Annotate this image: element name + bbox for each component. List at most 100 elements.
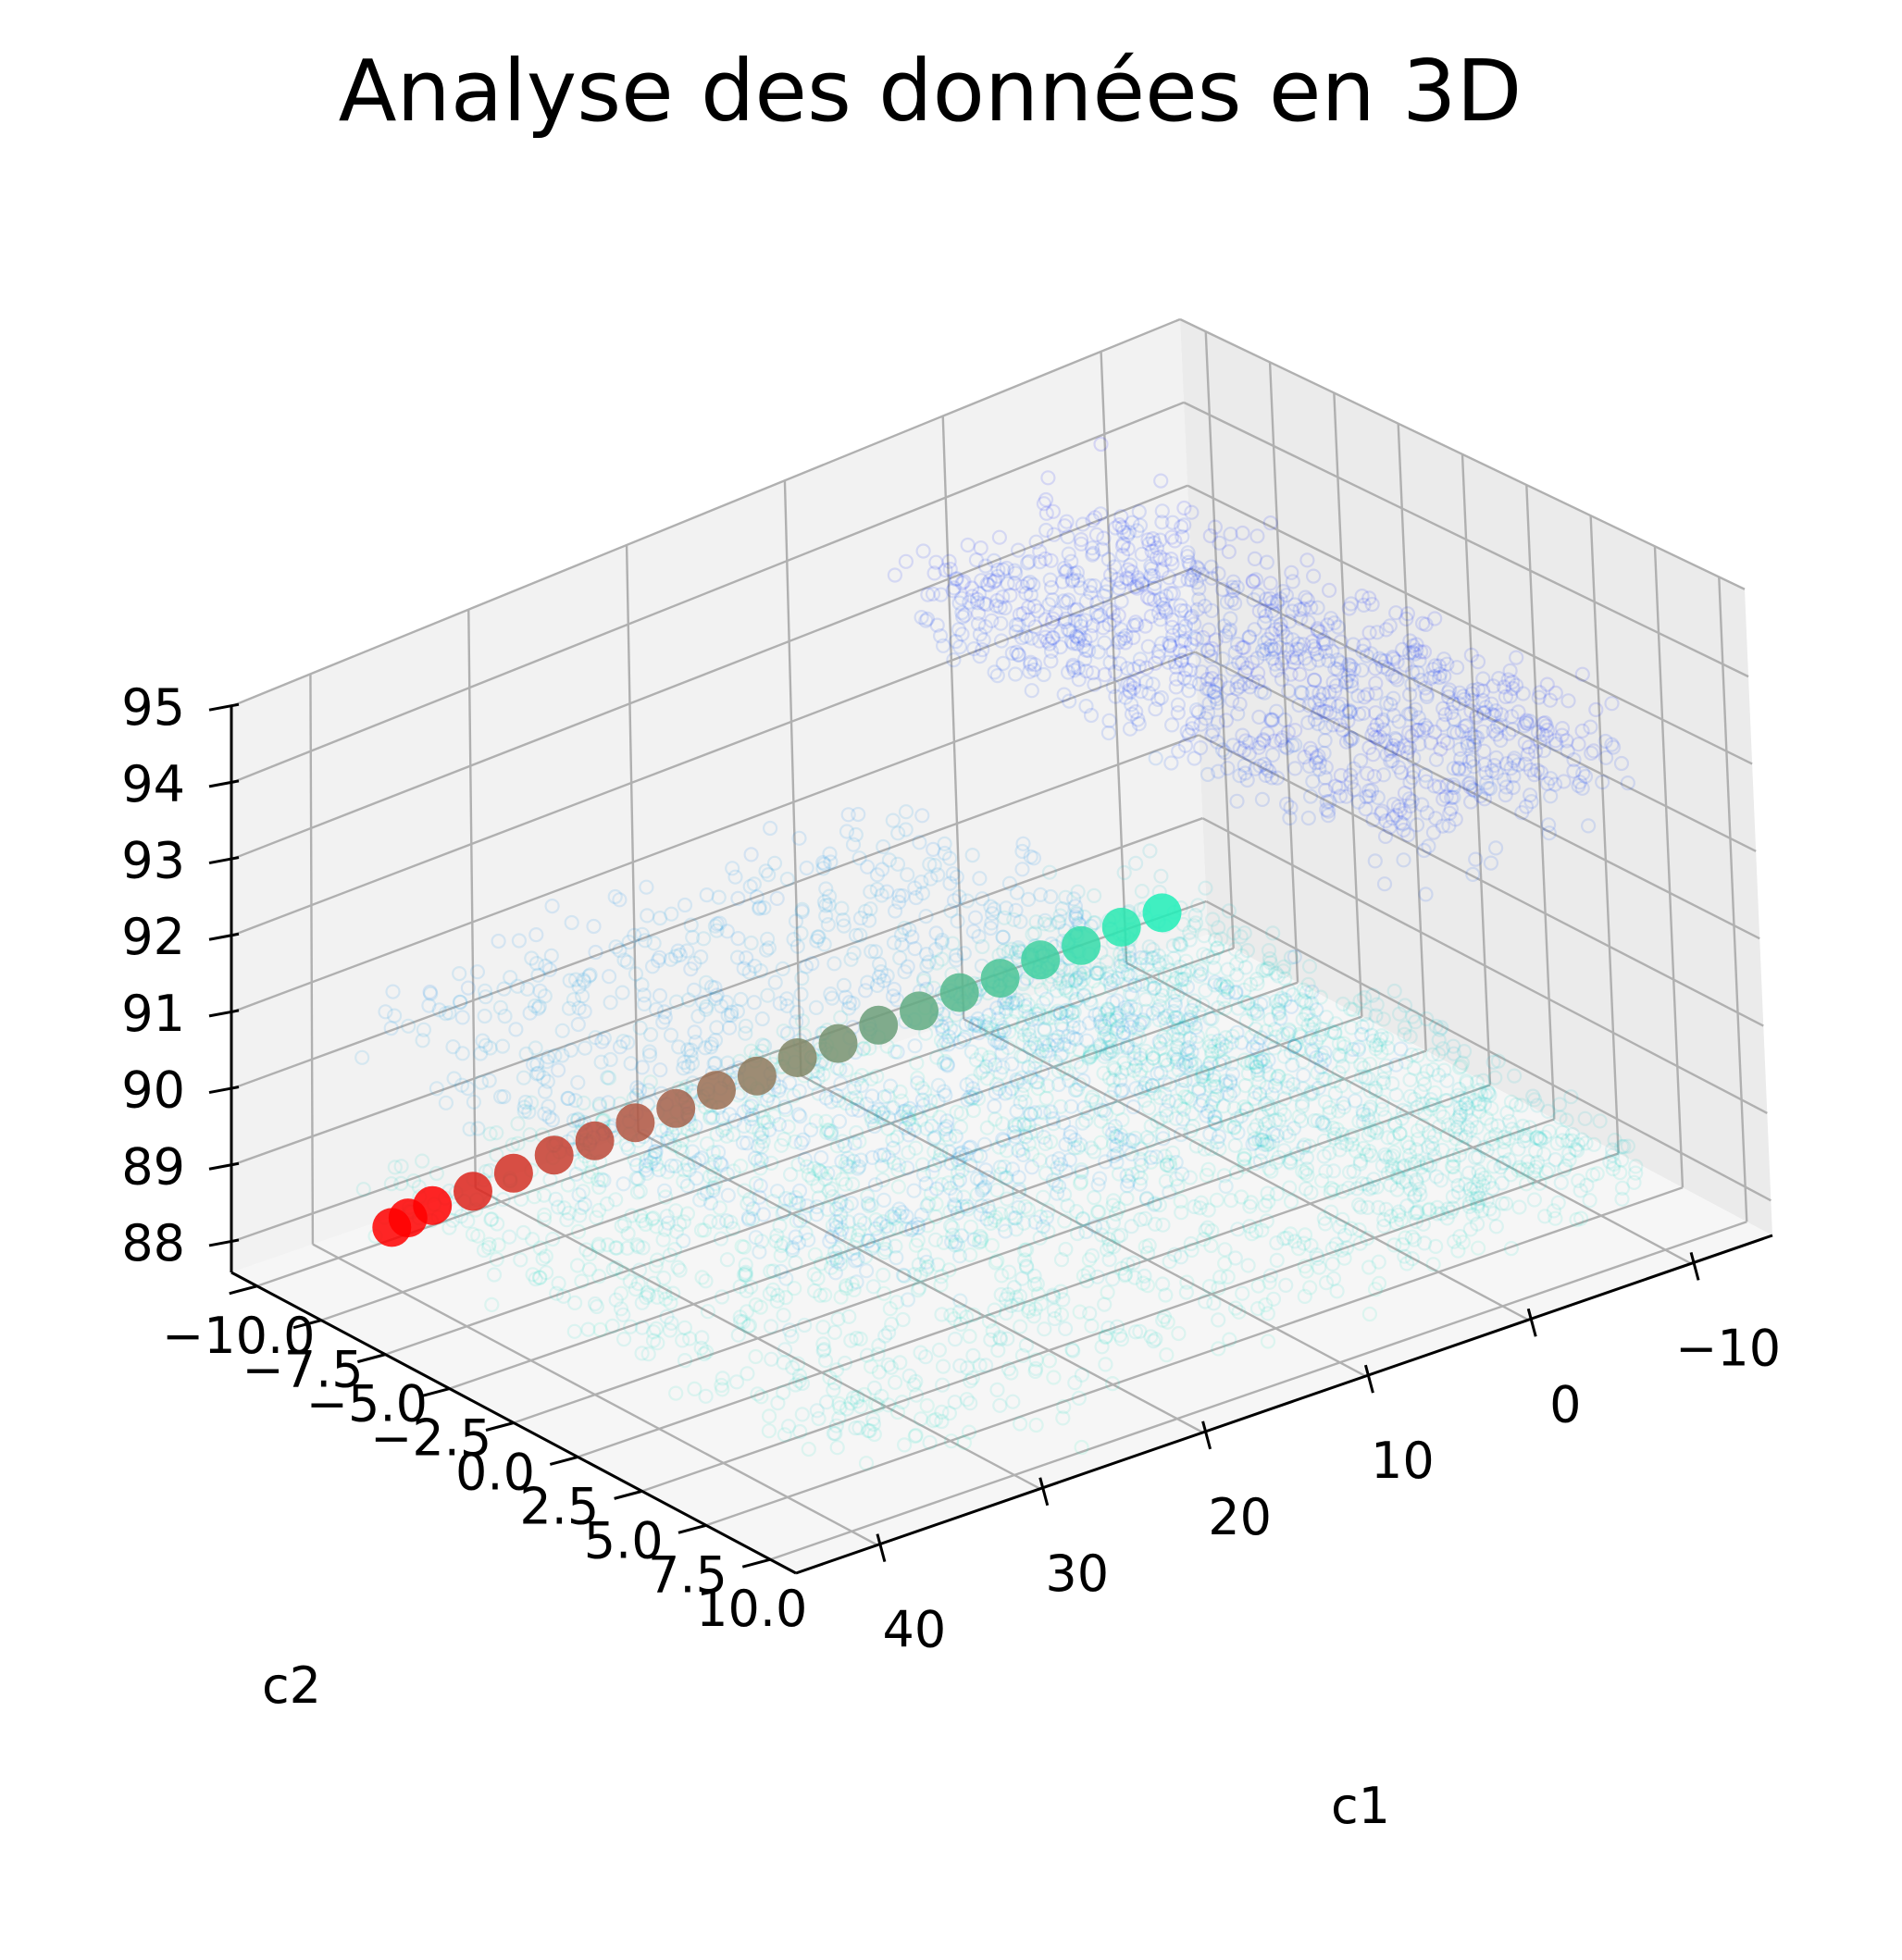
gridline-z-side-1: [1201, 817, 1768, 1114]
scatter-point-1260: [761, 940, 777, 956]
scatter-point-3301: [964, 1370, 980, 1386]
scatter-point-1685: [1155, 1131, 1171, 1147]
scatter-point-1159: [808, 999, 825, 1016]
scatter-point-2074: [1114, 1082, 1130, 1098]
y-axis-label: c2: [262, 1656, 321, 1715]
scatter-point-1371: [612, 892, 628, 908]
scatter-point-584: [1200, 671, 1215, 688]
scatter-point-1522: [727, 1112, 743, 1128]
scatter-point-467: [1177, 644, 1193, 661]
scatter-point-3584: [865, 1279, 881, 1295]
gridline-z-side-0: [1205, 899, 1771, 1202]
scatter-point-757: [1537, 714, 1553, 731]
scatter-point-2439: [1336, 1099, 1352, 1115]
scatter-point-2931: [1262, 1160, 1277, 1176]
scatter-point-833: [979, 577, 995, 592]
scatter-point-3076: [1120, 1039, 1136, 1055]
scatter-point-810: [1163, 755, 1179, 771]
scatter-point-217: [1572, 775, 1588, 790]
scatter-point-3724: [810, 1271, 826, 1286]
scatter-point-1425: [528, 926, 544, 943]
scatter-point-3144: [1191, 1005, 1207, 1021]
scatter-point-3185: [1386, 1130, 1401, 1147]
scatter-point-260: [1023, 587, 1039, 602]
scatter-point-3890: [908, 1387, 925, 1403]
scatter-point-614: [1359, 788, 1374, 805]
scatter-point-2874: [1303, 995, 1320, 1011]
scatter-point-1639: [847, 1253, 864, 1269]
scatter-point-1808: [753, 1152, 769, 1168]
scatter-point-1466: [873, 1216, 889, 1232]
scatter-point-3295: [1410, 1048, 1425, 1063]
scatter-point-3436: [714, 1289, 730, 1305]
scatter-point-3569: [1290, 1240, 1307, 1257]
scatter-point-1045: [1436, 668, 1452, 684]
scatter-point-1907: [945, 866, 961, 882]
scatter-point-223: [1140, 532, 1156, 548]
scatter-point-246: [1480, 780, 1496, 797]
scatter-point-3876: [811, 1190, 827, 1206]
scatter-point-2517: [1571, 1172, 1586, 1189]
scatter-point-1970: [1222, 1087, 1237, 1103]
scatter-point-1459: [530, 967, 546, 983]
scatter-point-3190: [1158, 1051, 1174, 1068]
z-tick-label-6: 94: [121, 755, 185, 813]
scatter-point-3701: [835, 1134, 851, 1149]
scatter-point-336: [1078, 664, 1094, 679]
scatter-point-578: [1291, 641, 1308, 657]
scatter-point-1016: [1548, 736, 1564, 752]
scatter-point-1125: [987, 901, 1002, 917]
scatter-point-3055: [1309, 1034, 1324, 1050]
scatter-point-2174: [891, 894, 907, 911]
scatter-point-1787: [815, 861, 831, 876]
scatter-point-2728: [1086, 974, 1101, 989]
scatter-point-832: [1128, 703, 1144, 720]
scatter-point-2005: [1069, 906, 1085, 922]
scatter-point-2607: [1040, 1011, 1056, 1026]
scatter-point-31: [1044, 629, 1061, 646]
scatter-point-1748: [942, 1021, 959, 1036]
scatter-point-125: [1462, 794, 1479, 810]
scatter-point-3810: [987, 1302, 1002, 1318]
scatter-point-1527: [1311, 1080, 1326, 1096]
scatter-point-2032: [1004, 1056, 1020, 1072]
scatter-point-3803: [837, 1355, 853, 1371]
highlight-point-0: [1142, 893, 1182, 933]
scatter-point-2385: [1447, 1168, 1462, 1184]
scatter-point-3849: [1018, 1337, 1035, 1353]
scatter-point-145: [1411, 710, 1426, 726]
scatter-point-3118: [1086, 1045, 1101, 1061]
scatter-point-2807: [1607, 1132, 1622, 1148]
scatter-point-855: [1320, 617, 1336, 633]
scatter-point-49: [1426, 668, 1443, 685]
gridline-y-side-7: [1653, 546, 1684, 1188]
scatter-point-38: [1316, 745, 1332, 762]
scatter-point-2871: [1410, 1123, 1426, 1139]
scatter-point-166: [1539, 775, 1556, 791]
scatter-point-2096: [712, 915, 727, 931]
scatter-point-2709: [1471, 1163, 1486, 1180]
scatter-point-1704: [926, 1158, 942, 1173]
scatter-point-3230: [1368, 1037, 1384, 1053]
scatter-point-2609: [1343, 1129, 1359, 1146]
scatter-point-140: [1211, 763, 1226, 779]
scatter-point-792: [1476, 743, 1492, 759]
scatter-point-1520: [1068, 972, 1084, 987]
scatter-point-1778: [543, 948, 559, 963]
scatter-point-946: [1278, 796, 1295, 813]
scatter-point-25: [1226, 595, 1243, 612]
scatter-point-2665: [1477, 1087, 1493, 1103]
scatter-point-3315: [806, 1283, 823, 1299]
scatter-point-67: [1517, 735, 1533, 751]
scatter-point-2056: [864, 1088, 880, 1104]
scatter-point-2949: [1172, 959, 1188, 975]
scatter-point-3716: [1098, 1328, 1114, 1345]
scatter-point-3293: [1360, 1108, 1376, 1123]
scatter-point-1228: [788, 1229, 803, 1245]
scatter-point-2691: [1126, 1050, 1142, 1067]
scatter-point-680: [1101, 616, 1117, 633]
scatter-point-40: [1144, 543, 1160, 559]
scatter-point-3769: [1118, 1142, 1135, 1158]
scatter-point-752: [1533, 764, 1549, 781]
scatter-point-2090: [636, 987, 652, 1003]
